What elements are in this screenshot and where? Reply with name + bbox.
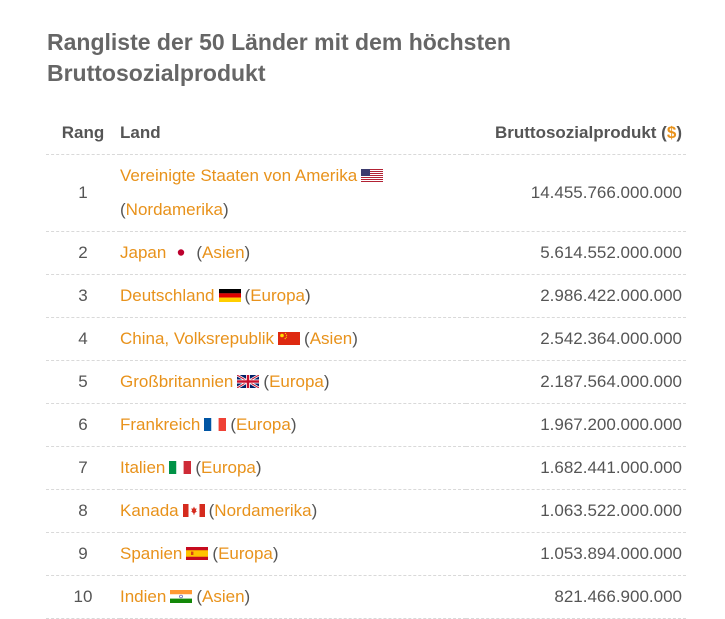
continent-link[interactable]: Asien xyxy=(202,587,245,606)
continent-link[interactable]: Nordamerika xyxy=(125,200,223,219)
country-link[interactable]: Großbritannien xyxy=(120,372,234,391)
country-link[interactable]: Frankreich xyxy=(120,415,201,434)
continent-close-paren: ) xyxy=(255,458,262,477)
header-rank: Rang xyxy=(46,112,120,155)
table-row: 4 China, Volksrepublik (Asien) 2.542.364.00… xyxy=(46,317,686,361)
country-link[interactable]: Indien xyxy=(120,587,167,606)
table-row: 5 Großbritannien (Europa) 2.187.564.000.000 xyxy=(46,360,686,404)
country-cell: Spanien (Europa) xyxy=(120,532,466,576)
continent-close-paren: ) xyxy=(222,200,229,219)
continent-close-paren: ) xyxy=(352,329,358,348)
gb-flag-icon xyxy=(236,366,261,390)
gnp-cell: 1.967.200.000.000 xyxy=(465,403,686,447)
gnp-cell: 5.614.552.000.000 xyxy=(465,231,686,275)
continent-link[interactable]: Asien xyxy=(202,243,245,262)
cn-flag-icon xyxy=(278,323,301,345)
it-flag-icon xyxy=(169,452,192,474)
continent-close-paren: ) xyxy=(272,544,279,563)
gnp-cell: 2.187.564.000.000 xyxy=(465,360,686,404)
gnp-cell: 14.455.766.000.000 xyxy=(465,154,686,232)
country-link[interactable]: China, Volksrepublik xyxy=(120,329,275,348)
continent-link[interactable]: Asien xyxy=(309,329,353,348)
in-flag-icon xyxy=(170,581,193,603)
country-cell: Italien (Europa) xyxy=(120,446,466,490)
continent-close-paren: ) xyxy=(290,415,297,434)
rank-cell: 2 xyxy=(46,231,120,275)
fr-flag-icon xyxy=(204,409,227,431)
rank-cell: 8 xyxy=(46,489,120,533)
country-link[interactable]: Japan xyxy=(120,243,167,262)
country-cell: Frankreich (Europa) xyxy=(120,403,466,447)
table-row: 2 Japan (Asien) 5.614.552.000.000 xyxy=(46,231,686,275)
rank-cell: 6 xyxy=(46,403,120,447)
country-cell: Vereinigte Staaten von Amerika (Nordameri… xyxy=(120,154,466,232)
de-flag-icon xyxy=(218,280,241,302)
gnp-cell: 2.542.364.000.000 xyxy=(465,317,686,361)
header-gnp: Bruttosozialprodukt ($) xyxy=(465,112,686,155)
gnp-cell: 1.053.894.000.000 xyxy=(465,532,686,576)
continent-link[interactable]: Nordamerika xyxy=(214,501,312,520)
continent-close-paren: ) xyxy=(244,243,251,262)
country-link[interactable]: Italien xyxy=(120,458,166,477)
continent-open-paren: ( xyxy=(304,329,310,348)
continent-link[interactable]: Europa xyxy=(235,415,291,434)
us-flag-icon xyxy=(361,160,384,182)
country-link[interactable]: Deutschland xyxy=(120,286,215,305)
rank-cell: 5 xyxy=(46,360,120,404)
header-gnp-currency: $ xyxy=(666,123,677,142)
ranking-table: Rang Land Bruttosozialprodukt ($) 1 Verei… xyxy=(46,112,686,619)
continent-link[interactable]: Europa xyxy=(201,458,256,477)
table-header-row: Rang Land Bruttosozialprodukt ($) xyxy=(46,112,686,155)
country-link[interactable]: Spanien xyxy=(120,544,183,563)
continent-close-paren: ) xyxy=(323,372,330,391)
country-cell: China, Volksrepublik (Asien) xyxy=(120,317,466,361)
continent-open-paren: ( xyxy=(120,200,126,219)
rank-cell: 1 xyxy=(46,154,120,232)
continent-open-paren: ( xyxy=(244,286,251,305)
es-flag-icon xyxy=(186,538,209,560)
table-row: 7 Italien (Europa) 1.682.441.000.000 xyxy=(46,446,686,490)
table-row: 9 Spanien (Europa) 1.053.894.000.000 xyxy=(46,532,686,576)
table-row: 1 Vereinigte Staaten von Amerika (Nordamer… xyxy=(46,154,686,232)
gnp-cell: 2.986.422.000.000 xyxy=(465,274,686,318)
country-cell: Großbritannien (Europa) xyxy=(120,360,466,404)
country-cell: Indien (Asien) xyxy=(120,575,466,619)
table-row: 3 Deutschland (Europa) 2.986.422.000.000 xyxy=(46,274,686,318)
continent-open-paren: ( xyxy=(230,415,236,434)
header-gnp-label: Bruttosozialprodukt ( xyxy=(494,123,667,142)
table-row: 10 Indien (Asien) 821.466.900.000 xyxy=(46,575,686,619)
header-country: Land xyxy=(120,112,466,155)
continent-link[interactable]: Europa xyxy=(269,372,324,391)
country-cell: Deutschland (Europa) xyxy=(120,274,466,318)
header-gnp-close: ) xyxy=(676,123,682,142)
ca-flag-icon xyxy=(182,495,205,517)
continent-open-paren: ( xyxy=(212,544,219,563)
continent-open-paren: ( xyxy=(196,243,202,262)
continent-close-paren: ) xyxy=(311,501,318,520)
gnp-cell: 821.466.900.000 xyxy=(465,575,686,619)
continent-link[interactable]: Europa xyxy=(218,544,273,563)
continent-close-paren: ) xyxy=(244,587,251,606)
table-row: 8 Kanada (Nordamerika) 1.063.522.000.000 xyxy=(46,489,686,533)
country-link[interactable]: Kanada xyxy=(120,501,179,520)
page-title: Rangliste der 50 Länder mit dem höchsten… xyxy=(47,29,511,86)
jp-flag-icon xyxy=(170,237,193,259)
table-row: 6 Frankreich (Europa) 1.967.200.000.000 xyxy=(46,403,686,447)
continent-open-paren: ( xyxy=(208,501,215,520)
continent-open-paren: ( xyxy=(196,587,202,606)
continent-close-paren: ) xyxy=(305,286,311,305)
country-cell: Kanada (Nordamerika) xyxy=(120,489,466,533)
continent-link[interactable]: Europa xyxy=(250,286,306,305)
rank-cell: 7 xyxy=(46,446,120,490)
continent-open-paren: ( xyxy=(263,372,270,391)
rank-cell: 4 xyxy=(46,317,120,361)
gnp-cell: 1.063.522.000.000 xyxy=(465,489,686,533)
rank-cell: 10 xyxy=(46,575,120,619)
gnp-cell: 1.682.441.000.000 xyxy=(465,446,686,490)
rank-cell: 3 xyxy=(46,274,120,318)
country-cell: Japan (Asien) xyxy=(120,231,466,275)
rank-cell: 9 xyxy=(46,532,120,576)
continent-open-paren: ( xyxy=(195,458,202,477)
country-link[interactable]: Vereinigte Staaten von Amerika xyxy=(120,166,358,185)
